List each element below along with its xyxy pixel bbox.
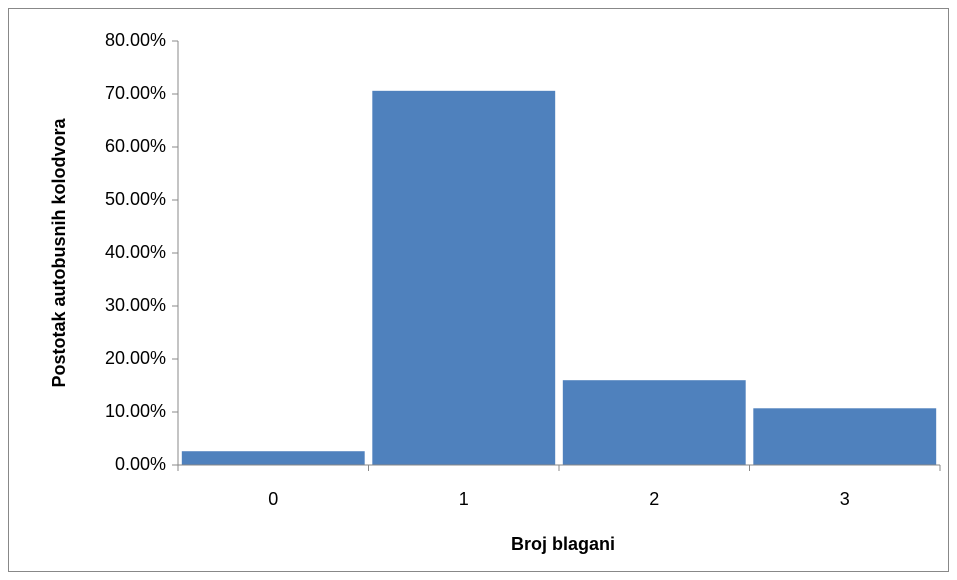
bar <box>181 451 365 465</box>
x-tick-label: 0 <box>268 489 278 509</box>
y-tick-label: 10.00% <box>105 401 166 421</box>
y-tick-label: 30.00% <box>105 295 166 315</box>
x-axis-label: Broj blagani <box>511 534 615 554</box>
bar <box>372 90 556 465</box>
x-tick-label: 1 <box>459 489 469 509</box>
x-tick-label: 3 <box>840 489 850 509</box>
y-tick-label: 40.00% <box>105 242 166 262</box>
y-tick-label: 80.00% <box>105 30 166 50</box>
bar <box>562 380 746 465</box>
x-tick-label: 2 <box>649 489 659 509</box>
y-tick-label: 70.00% <box>105 83 166 103</box>
y-axis-label: Postotak autobusnih kolodvora <box>49 118 69 388</box>
y-tick-label: 50.00% <box>105 189 166 209</box>
y-tick-label: 20.00% <box>105 348 166 368</box>
y-tick-label: 60.00% <box>105 136 166 156</box>
y-tick-label: 0.00% <box>115 454 166 474</box>
bar <box>753 408 937 465</box>
